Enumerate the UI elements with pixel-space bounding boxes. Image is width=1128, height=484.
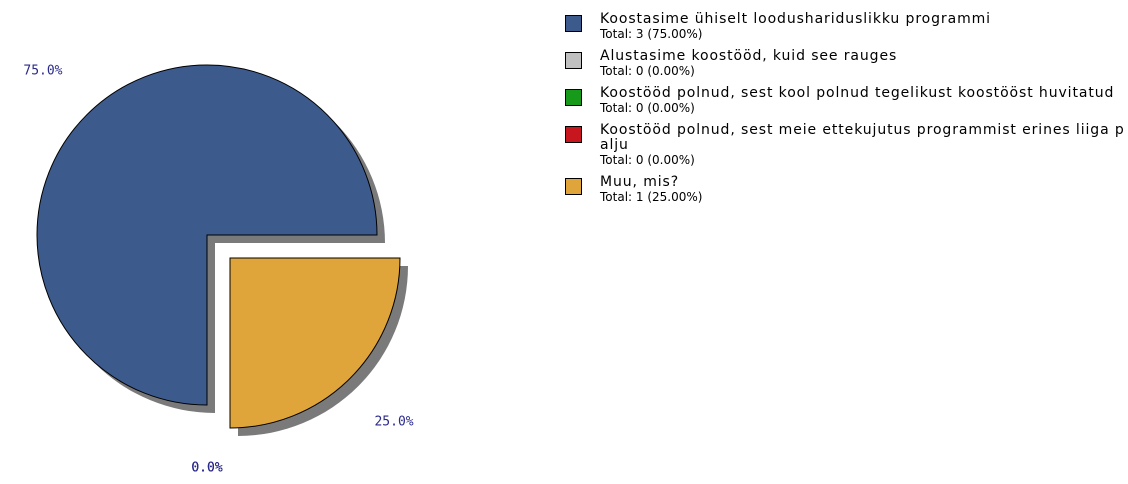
legend-entry: Muu, mis? Total: 1 (25.00%) — [565, 175, 1125, 204]
slice-label: 25.0% — [374, 415, 413, 430]
pie-chart: 75.0%0.0%0.0%0.0%25.0% — [23, 63, 413, 476]
legend-label: Koostasime ühiselt loodushariduslikku pr… — [600, 11, 991, 27]
legend-swatch — [565, 126, 582, 143]
legend-total: Total: 0 (0.00%) — [600, 64, 695, 78]
legend-total: Total: 0 (0.00%) — [600, 101, 695, 115]
slice-label: 75.0% — [23, 63, 62, 78]
legend-label: Alustasime koostööd, kuid see rauges — [600, 48, 898, 64]
legend-total: Total: 1 (25.00%) — [600, 190, 703, 204]
slice-label: 0.0% — [191, 461, 222, 476]
legend-swatch — [565, 89, 582, 106]
legend-entry: Alustasime koostööd, kuid see rauges Tota… — [565, 49, 1125, 78]
legend-entry: Koostööd polnud, sest meie ettekujutus p… — [565, 123, 1125, 167]
legend-label: Muu, mis? — [600, 174, 680, 190]
pie-slice — [36, 64, 378, 406]
legend-swatch — [565, 178, 582, 195]
slice-label: 0.0% — [191, 461, 222, 476]
legend-entry: Koostasime ühiselt loodushariduslikku pr… — [565, 12, 1125, 41]
legend: Koostasime ühiselt loodushariduslikku pr… — [565, 12, 1125, 212]
legend-swatch — [565, 52, 582, 69]
legend-total: Total: 3 (75.00%) — [600, 27, 703, 41]
legend-label: Koostööd polnud, sest kool polnud tegeli… — [600, 85, 1115, 101]
legend-entry: Koostööd polnud, sest kool polnud tegeli… — [565, 86, 1125, 115]
slice-label: 0.0% — [191, 461, 222, 476]
legend-swatch — [565, 15, 582, 32]
pie-slice — [229, 257, 401, 429]
legend-total: Total: 0 (0.00%) — [600, 153, 695, 167]
legend-label: Koostööd polnud, sest meie ettekujutus p… — [600, 122, 1125, 153]
